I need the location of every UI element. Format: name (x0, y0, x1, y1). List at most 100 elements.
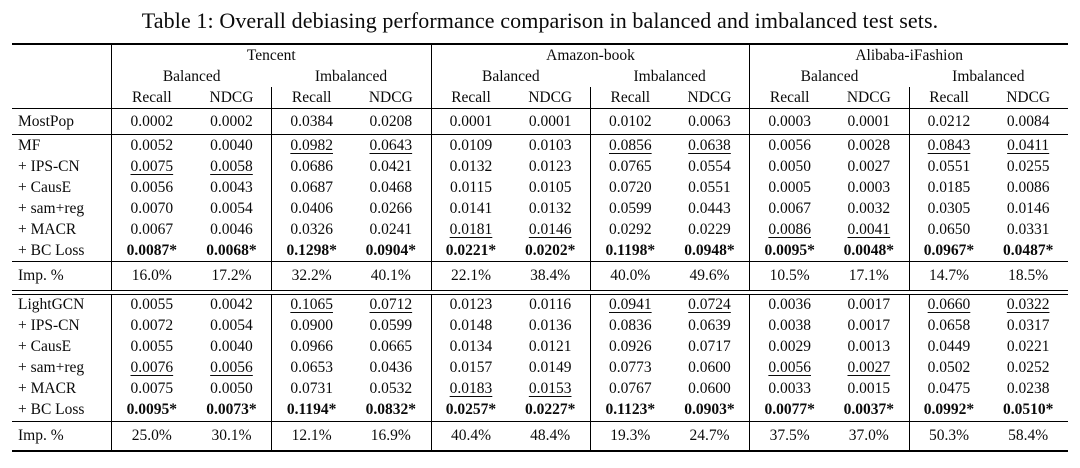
value-cell: 0.0406 (271, 198, 351, 219)
table-row: Imp. % 16.0% 17.2% 32.2% 40.1% 22.1% 38.4% 40.0… (12, 262, 1068, 290)
value-cell: 0.0212 (908, 109, 989, 134)
row-label: + CausE (12, 177, 112, 198)
section-rule (12, 290, 1068, 295)
value-cell: 0.0036 (749, 294, 829, 316)
value-cell: 0.0292 (589, 219, 670, 240)
value-cell: 12.1% (271, 421, 351, 450)
value-cell: 0.0063 (688, 112, 731, 130)
row-label: + MACR (12, 378, 112, 400)
value-cell: 0.0058 (210, 157, 253, 175)
value-cell: 0.0046 (210, 220, 253, 238)
value-cell: 0.0181 (430, 219, 511, 240)
value-cell: 37.5% (749, 421, 829, 450)
value-cell: 0.0054 (210, 199, 253, 217)
value-cell: 0.0257* (430, 399, 511, 421)
value-cell: 0.0070 (130, 199, 174, 217)
value-cell: 0.0095* (126, 401, 178, 418)
section-rule (12, 420, 1068, 422)
value-cell: 0.0384 (271, 109, 351, 134)
value-cell: 0.0134 (430, 336, 511, 358)
value-cell: 0.0003 (749, 109, 829, 134)
value-cell: 0.0767 (589, 378, 670, 400)
value-cell: 0.0653 (271, 357, 351, 379)
row-label: + IPS-CN (12, 315, 112, 337)
value-cell: 0.0638 (688, 136, 731, 154)
table-row: + IPS-CN 0.0075 0.0058 0.0686 0.0421 0.0132 0.… (12, 156, 1068, 177)
value-cell: 0.0027 (847, 359, 891, 376)
value-cell: 0.0102 (589, 109, 670, 134)
value-cell: 0.0017 (847, 296, 891, 313)
value-cell: 0.0050 (210, 380, 253, 397)
table-row: + BC Loss 0.0087* 0.0068* 0.1298* 0.0904* 0.0… (12, 240, 1068, 261)
metric-header: Recall (749, 87, 829, 108)
subgroup-header: Balanced (430, 66, 590, 87)
value-cell: 0.0900 (271, 315, 351, 337)
header-row-subgroups: Balanced Imbalanced Balanced Imbalanced Bala… (12, 66, 1068, 87)
value-cell: 0.0075 (130, 157, 174, 175)
value-cell: 0.0183 (430, 378, 511, 400)
metric-header: Recall (430, 87, 511, 108)
table-row: + BC Loss 0.0095* 0.0073* 0.1194* 0.0832* 0.0… (12, 399, 1068, 421)
value-cell: 0.0687 (271, 177, 351, 198)
value-cell: 0.0724 (688, 296, 731, 313)
value-cell: 0.1065 (271, 294, 351, 316)
value-cell: 17.2% (211, 267, 252, 284)
value-cell: 0.0643 (369, 136, 413, 154)
value-cell: 0.0029 (749, 336, 829, 358)
value-cell: 0.0650 (908, 219, 989, 240)
value-cell: 0.0665 (369, 338, 413, 355)
value-cell: 0.0001 (430, 109, 511, 134)
value-cell: 0.1298* (271, 240, 351, 261)
value-cell: 18.5% (1008, 267, 1049, 284)
value-cell: 0.0076 (130, 359, 174, 376)
value-cell: 0.0075 (130, 380, 174, 397)
value-cell: 0.0502 (908, 357, 989, 379)
value-cell: 0.0086 (749, 219, 829, 240)
value-cell: 0.0040 (210, 338, 253, 355)
table-row: MostPop 0.0002 0.0002 0.0384 0.0208 0.0001 0.0… (12, 109, 1068, 134)
value-cell: 0.0903* (684, 401, 735, 418)
subgroup-header: Balanced (162, 67, 221, 85)
value-cell: 0.0599 (589, 198, 670, 219)
table-bottom-rule (12, 449, 1068, 452)
value-cell: 40.1% (370, 267, 411, 284)
table-top-rule (12, 43, 1068, 45)
value-cell: 0.1194* (271, 399, 351, 421)
table-row: + CausE 0.0056 0.0043 0.0687 0.0468 0.0115 0.0… (12, 177, 1068, 198)
value-cell: 0.0717 (688, 338, 731, 355)
value-cell: 0.0121 (528, 338, 572, 355)
table-row: LightGCN 0.0055 0.0042 0.1065 0.0712 0.0123 0.… (12, 294, 1068, 316)
subgroup-header: Imbalanced (314, 67, 388, 85)
metric-header: Recall (132, 88, 172, 106)
value-cell: 0.0095* (749, 240, 829, 261)
value-cell: 40.4% (430, 421, 511, 450)
value-cell: 0.0056 (130, 178, 174, 196)
value-cell: 0.0040 (210, 136, 253, 154)
row-label-header (12, 66, 112, 87)
row-label: + IPS-CN (12, 156, 112, 177)
results-table: Tencent Amazon-book Alibaba-iFashion Balanc… (12, 43, 1068, 452)
value-cell: 0.0136 (528, 317, 572, 334)
table-row: + sam+reg 0.0070 0.0054 0.0406 0.0266 0.0141 0… (12, 198, 1068, 219)
value-cell: 0.0001 (847, 112, 891, 130)
value-cell: 0.0551 (908, 156, 989, 177)
value-cell: 0.0551 (688, 178, 731, 196)
dataset-header: Amazon-book (430, 45, 750, 66)
row-label-header (12, 87, 112, 108)
table-caption: Table 1: Overall debiasing performance c… (141, 8, 939, 33)
value-cell: 0.1198* (589, 240, 670, 261)
value-cell: 0.0153 (528, 380, 572, 397)
table-row: + MACR 0.0075 0.0050 0.0731 0.0532 0.0183 0.01… (12, 378, 1068, 400)
value-cell: 0.0086 (1006, 178, 1050, 196)
value-cell: 0.0599 (369, 317, 413, 334)
value-cell: 0.0600 (688, 380, 731, 397)
subgroup-header: Balanced (749, 66, 908, 87)
table-row: + MACR 0.0067 0.0046 0.0326 0.0241 0.0181 0.01… (12, 219, 1068, 240)
value-cell: 0.0048* (843, 241, 894, 259)
value-cell: 0.0043 (210, 178, 253, 196)
value-cell: 0.0660 (908, 294, 989, 316)
row-label: MF (12, 135, 112, 156)
value-cell: 0.0056 (210, 359, 253, 376)
value-cell: 0.0149 (528, 359, 572, 376)
metric-header: NDCG (1006, 88, 1051, 106)
